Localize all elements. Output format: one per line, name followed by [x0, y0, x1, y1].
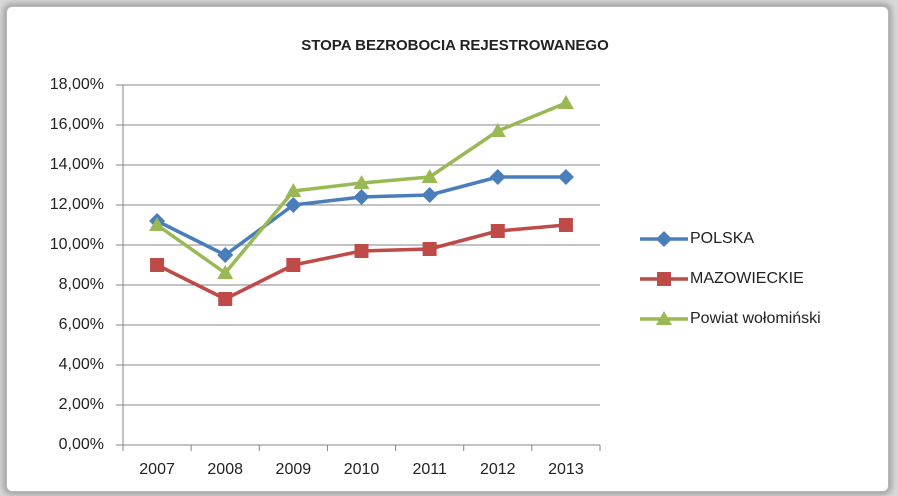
marker: [558, 218, 573, 232]
marker: [150, 258, 165, 272]
marker: [489, 123, 506, 137]
marker: [217, 247, 234, 263]
marker: [489, 169, 506, 185]
marker: [285, 183, 302, 197]
marker: [422, 242, 437, 256]
marker: [656, 311, 672, 325]
y-tick-label: 6,00%: [59, 316, 104, 333]
marker: [557, 95, 574, 109]
marker: [285, 197, 302, 213]
x-tick-label: 2012: [480, 461, 516, 478]
x-tick-label: 2013: [548, 461, 584, 478]
chart-title: STOPA BEZROBOCIA REJESTROWANEGO: [301, 37, 609, 54]
marker: [656, 231, 672, 247]
legend-label: POLSKA: [690, 230, 754, 247]
legend-label: Powiat wołomiński: [690, 310, 821, 327]
marker: [353, 175, 370, 189]
x-tick-label: 2007: [139, 461, 175, 478]
marker: [421, 187, 438, 203]
marker: [149, 217, 166, 231]
marker: [421, 169, 438, 183]
y-tick-label: 0,00%: [59, 436, 104, 453]
y-tick-label: 18,00%: [50, 76, 104, 93]
legend-label: MAZOWIECKIE: [690, 270, 804, 287]
marker: [354, 244, 369, 258]
y-tick-label: 8,00%: [59, 276, 104, 293]
marker: [557, 169, 574, 185]
marker: [490, 224, 505, 238]
marker: [286, 258, 301, 272]
y-tick-label: 10,00%: [50, 236, 104, 253]
chart-frame: [6, 6, 889, 492]
x-tick-label: 2009: [276, 461, 312, 478]
y-tick-label: 4,00%: [59, 356, 104, 373]
marker: [218, 292, 233, 306]
x-tick-label: 2010: [344, 461, 380, 478]
marker: [353, 189, 370, 205]
x-tick-label: 2011: [412, 461, 447, 478]
x-tick-label: 2008: [207, 461, 243, 478]
y-tick-label: 12,00%: [50, 196, 104, 213]
y-tick-label: 16,00%: [50, 116, 104, 133]
marker: [657, 272, 671, 286]
y-tick-label: 2,00%: [59, 396, 104, 413]
marker: [217, 265, 234, 279]
y-tick-label: 14,00%: [50, 156, 104, 173]
